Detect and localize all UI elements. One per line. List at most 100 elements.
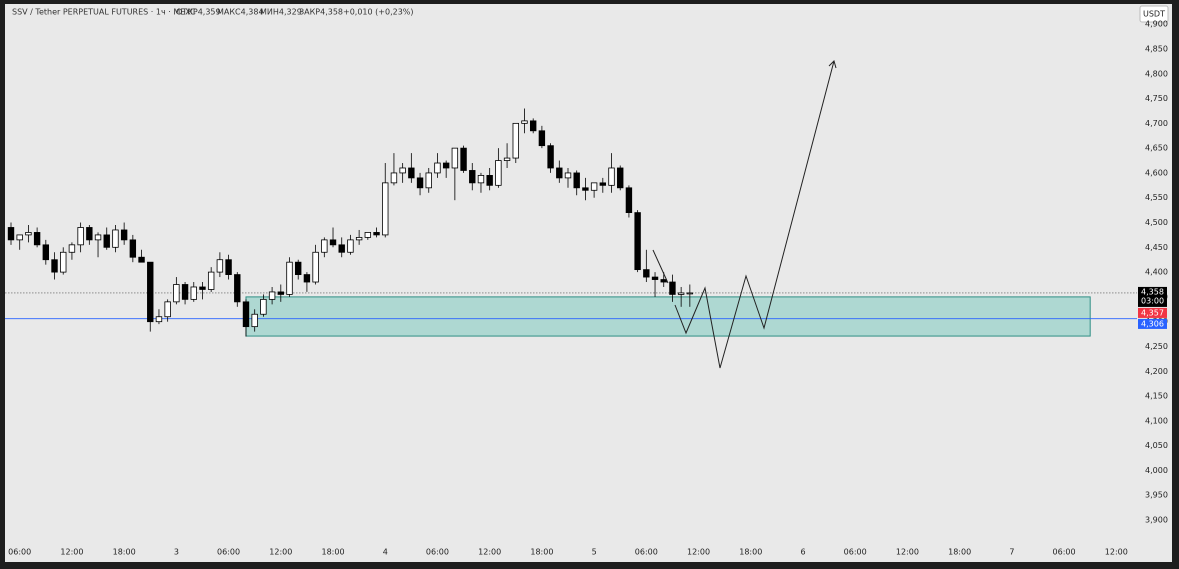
candle-body — [164, 301, 171, 318]
header-high: МАКС4,384 — [217, 8, 264, 17]
candle-body — [173, 284, 180, 303]
y-tick-label: 4,550 — [1145, 193, 1168, 202]
x-tick-label: 06:00 — [8, 548, 31, 557]
candle-body — [538, 130, 546, 147]
x-tick-label: 12:00 — [896, 548, 919, 557]
price-label: 4,306 — [1141, 319, 1164, 328]
candle-body — [599, 182, 607, 186]
plot-area — [5, 108, 1137, 337]
x-tick-label: 12:00 — [687, 548, 710, 557]
candle-body — [564, 172, 572, 179]
candle-body — [512, 122, 519, 159]
candle-body — [7, 227, 15, 241]
currency-box[interactable] — [1139, 5, 1169, 23]
projection-path — [674, 60, 835, 369]
x-tick-label: 18:00 — [948, 548, 971, 557]
candle-body — [608, 167, 615, 186]
header-symbol: SSV / Tether PERPETUAL FUTURES · 1ч · ME… — [12, 8, 196, 17]
candle-body — [16, 234, 23, 241]
candle-body — [677, 292, 685, 295]
header-close: ЗАКР4,358 — [299, 8, 343, 17]
candle-body — [329, 239, 337, 246]
candle-body — [277, 291, 285, 295]
price-label: 4,357 — [1141, 308, 1164, 317]
y-tick-label: 4,100 — [1145, 416, 1168, 425]
candle-body — [347, 239, 354, 253]
candle-body — [547, 145, 554, 169]
price-label-box — [1138, 318, 1167, 329]
y-tick-label: 4,500 — [1145, 218, 1168, 227]
projection-arrowhead — [828, 60, 837, 69]
candle-body — [321, 239, 328, 253]
candle-body — [625, 187, 633, 214]
candle-body — [390, 172, 398, 184]
candle-body — [382, 182, 389, 236]
candle-body — [120, 229, 128, 241]
y-tick-label: 4,800 — [1145, 69, 1168, 78]
candle-body — [338, 244, 345, 253]
candle-body — [373, 232, 380, 236]
y-tick-label: 4,650 — [1145, 144, 1168, 153]
candle-body — [477, 175, 485, 184]
candle-body — [260, 298, 267, 315]
candle-body — [242, 301, 250, 328]
candle-body — [495, 160, 502, 186]
y-tick-label: 4,600 — [1145, 168, 1168, 177]
trend-arrow — [652, 249, 669, 284]
candle-body — [207, 271, 215, 290]
candle-body — [190, 286, 197, 300]
candle-body — [103, 234, 110, 248]
candle-body — [617, 167, 624, 189]
last-price-box — [1138, 286, 1167, 307]
candle-body — [529, 120, 537, 132]
x-tick-label: 06:00 — [217, 548, 240, 557]
candle-body — [216, 259, 224, 273]
candle-body — [199, 286, 206, 290]
candle-body — [442, 162, 450, 169]
y-tick-label: 4,150 — [1145, 392, 1168, 401]
candle-body — [573, 172, 580, 189]
candle-body — [303, 274, 311, 283]
candle-body — [147, 261, 154, 323]
y-tick-label: 4,850 — [1145, 44, 1168, 53]
candle-body — [651, 276, 659, 280]
header-change: +0,010 (+0,23%) — [343, 8, 414, 17]
candle-body — [686, 292, 694, 295]
x-tick-label: 5 — [592, 548, 597, 557]
candle-body — [295, 261, 302, 275]
candle-body — [129, 239, 137, 258]
candle-body — [25, 232, 32, 236]
candle-body — [42, 244, 50, 261]
candle-body — [408, 167, 415, 179]
candle-body — [112, 229, 119, 248]
x-tick-label: 3 — [174, 548, 179, 557]
y-tick-label: 4,250 — [1145, 342, 1168, 351]
last-price-label: 4,358 — [1141, 287, 1164, 296]
x-tick-label: 06:00 — [426, 548, 449, 557]
candle-body — [60, 251, 67, 273]
y-tick-label: 4,700 — [1145, 119, 1168, 128]
y-tick-label: 3,950 — [1145, 491, 1168, 500]
candle-body — [434, 162, 441, 174]
candle-body — [451, 147, 459, 169]
candle-body — [68, 244, 76, 253]
candle-body — [138, 256, 145, 263]
candle-body — [399, 167, 406, 174]
candle-body — [425, 172, 432, 189]
x-tick-label: 18:00 — [321, 548, 344, 557]
x-tick-label: 06:00 — [844, 548, 867, 557]
candle-body — [225, 259, 232, 275]
candle-body — [312, 251, 319, 283]
x-tick-label: 12:00 — [1105, 548, 1128, 557]
candle-body — [416, 177, 424, 189]
x-tick-label: 18:00 — [739, 548, 762, 557]
candle-body — [503, 157, 511, 161]
candle-body — [234, 274, 241, 303]
candle-body — [181, 284, 189, 300]
candle-body — [355, 236, 363, 241]
candle-body — [634, 212, 641, 271]
candle-body — [590, 182, 598, 191]
currency-label[interactable]: USDT — [1143, 10, 1165, 19]
candle-body — [286, 261, 293, 295]
